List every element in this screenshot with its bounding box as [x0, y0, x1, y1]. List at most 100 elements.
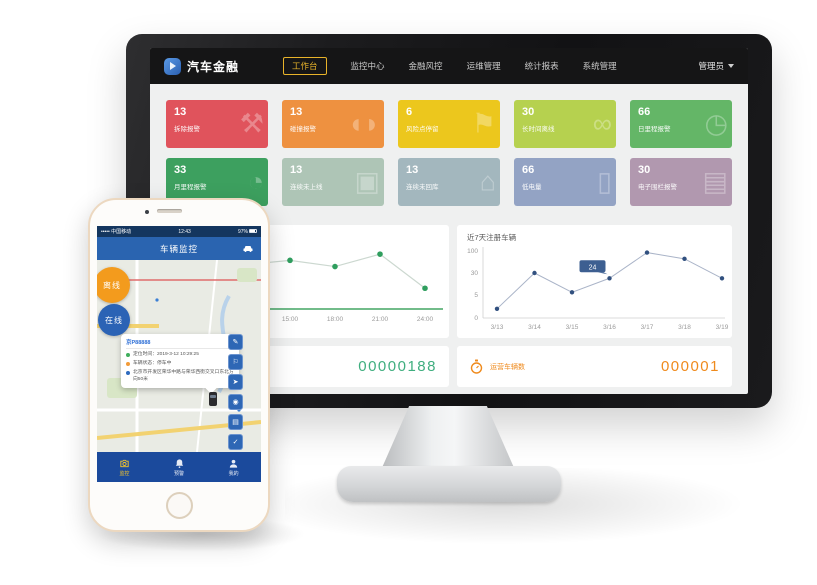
tile-label: 低电量 [522, 184, 542, 192]
nav-item-2[interactable]: 监控中心 [350, 61, 385, 71]
filter-offline-button[interactable]: 离线 [97, 267, 130, 303]
total-vehicles-value: 00000188 [358, 358, 437, 375]
week-registrations-card: 近7天注册车辆 0 5 30 100 3/13 3/14 3/15 3/16 3/17 3/18 3… [457, 225, 732, 338]
plate-number: 京P88888 [126, 340, 151, 346]
svg-text:0: 0 [474, 315, 478, 322]
tile-label: 月里程报警 [174, 184, 207, 192]
svg-text:21:00: 21:00 [372, 316, 389, 323]
navigate-icon[interactable]: ➤ [228, 374, 243, 390]
briefcase-icon: ▣ [354, 166, 380, 197]
chart-title: 近7天注册车辆 [467, 233, 517, 242]
odometer-icon: ◷ [704, 108, 728, 139]
stat-tile[interactable]: 13 拆除报警 ⚒ [166, 100, 268, 148]
speedometer-icon: ◔ [247, 166, 264, 197]
status-dot-icon [126, 370, 130, 375]
brand-logo[interactable]: 汽车金融 [164, 57, 240, 75]
tile-value: 66 [522, 164, 535, 176]
info-row: 北京市开发区荣华中路与荣华西街交叉口东北方向50米 [126, 370, 234, 382]
tab-预警[interactable]: 预警 [152, 452, 207, 482]
tile-label: 日里程报警 [638, 126, 671, 134]
tools-icon: ⚒ [239, 108, 264, 139]
info-row-text: 北京市开发区荣华中路与荣华西街交叉口东北方向50米 [133, 370, 234, 382]
tile-value: 13 [174, 106, 187, 118]
stat-tile[interactable]: 66 低电量 ▯ [514, 158, 616, 206]
dashboard-screen: 汽车金融 工作台 监控中心 金融风控 运维管理 统计报表 系统管理 管理员 13 拆除报警… [150, 48, 748, 394]
phone-screen: ••••• 中国移动 12:43 97% 车辆监控 [97, 226, 261, 482]
locate-icon[interactable]: ◉ [228, 394, 243, 410]
tile-label: 长时间离线 [522, 126, 555, 134]
svg-text:3/13: 3/13 [491, 324, 504, 331]
stat-tile[interactable]: 30 电子围栏报警 ▤ [630, 158, 732, 206]
svg-text:30: 30 [471, 270, 479, 277]
tile-value: 6 [406, 106, 413, 118]
main-menu: 工作台 监控中心 金融风控 运维管理 统计报表 系统管理 [283, 57, 617, 75]
stat-tile[interactable]: 6 风险点停留 ⚑ [398, 100, 500, 148]
user-menu[interactable]: 管理员 [698, 60, 734, 72]
svg-text:3/14: 3/14 [528, 324, 541, 331]
status-dot-icon [126, 361, 130, 366]
tile-label: 连续未回库 [406, 184, 439, 192]
vehicle-marker[interactable] [209, 392, 217, 406]
svg-text:3/15: 3/15 [566, 324, 579, 331]
clock: 12:43 [178, 228, 191, 235]
tile-label: 风险点停留 [406, 126, 439, 134]
battery-icon: ▯ [597, 166, 612, 197]
filter-online-button[interactable]: 在线 [98, 304, 130, 336]
tile-label: 电子围栏报警 [638, 184, 677, 192]
phone-navbar: 车辆监控 [97, 237, 261, 260]
desktop-monitor: 汽车金融 工作台 监控中心 金融风控 运维管理 统计报表 系统管理 管理员 13 拆除报警… [126, 34, 772, 408]
fence-map-icon: ▤ [702, 166, 728, 197]
fence-icon[interactable]: ⚐ [228, 354, 243, 370]
list-icon[interactable]: ▤ [228, 414, 243, 430]
stat-tile[interactable]: 66 日里程报警 ◷ [630, 100, 732, 148]
car-icon[interactable] [242, 243, 254, 255]
track-icon[interactable]: ✎ [228, 334, 243, 350]
bell-icon [175, 458, 183, 468]
brand-logo-icon [164, 57, 181, 75]
info-row-text: 车辆状态：停车中 [133, 361, 172, 367]
info-row-text: 定位时间：2019-3-12 10:29:25 [133, 352, 199, 357]
vehicle-info-window: 京P88888 ✕ 定位时间：2019-3-12 10:29:25 车辆状态：停… [121, 334, 239, 388]
tab-监控[interactable]: 监控 [97, 452, 152, 482]
map-pin-icon: ⚑ [471, 108, 496, 139]
front-camera [145, 210, 149, 214]
nav-item-5[interactable]: 统计报表 [524, 61, 559, 71]
stat-tile[interactable]: 30 长时间离线 ∞ [514, 100, 616, 148]
nav-item-4[interactable]: 运维管理 [466, 61, 501, 71]
monitor-stand-neck [381, 406, 515, 470]
tile-value: 30 [638, 164, 651, 176]
battery-icon [248, 229, 257, 234]
info-row: 定位时间：2019-3-12 10:29:25 [126, 352, 234, 358]
nav-item-6[interactable]: 系统管理 [582, 61, 617, 71]
svg-text:3/19: 3/19 [716, 324, 729, 331]
stat-tile[interactable]: 13 连续未回库 ⌂ [398, 158, 500, 206]
tile-value: 13 [290, 164, 303, 176]
svg-text:3/18: 3/18 [678, 324, 691, 331]
tile-value: 33 [174, 164, 187, 176]
confirm-icon[interactable]: ✓ [228, 434, 243, 450]
user-name: 管理员 [698, 61, 724, 71]
earpiece-speaker [157, 209, 182, 213]
stat-tile[interactable]: 13 碰撞报警 ◖◗ [282, 100, 384, 148]
tile-label: 拆除报警 [174, 126, 200, 134]
tile-value: 13 [406, 164, 419, 176]
tile-value: 13 [290, 106, 303, 118]
tab-我的[interactable]: 我的 [206, 452, 261, 482]
svg-text:100: 100 [467, 248, 478, 255]
svg-text:24: 24 [589, 264, 597, 271]
nav-item-3[interactable]: 金融风控 [408, 61, 443, 71]
operating-vehicles-value: 000001 [660, 358, 720, 375]
map-view[interactable]: 离线 在线 京P88888 ✕ 定位时间：2019-3-12 10:29:25 … [97, 260, 261, 452]
svg-text:5: 5 [474, 292, 478, 299]
camera-icon [120, 459, 129, 467]
house-icon: ⌂ [479, 166, 496, 197]
smartphone: ••••• 中国移动 12:43 97% 车辆监控 [88, 198, 270, 532]
brand-name: 汽车金融 [187, 59, 240, 74]
home-button[interactable] [166, 492, 193, 519]
nav-item-1[interactable]: 工作台 [283, 57, 327, 75]
status-dot-icon [126, 352, 130, 357]
info-row: 车辆状态：停车中 [126, 361, 234, 367]
counters-row: 00000188 运营车辆数 000001 [166, 346, 732, 387]
stat-tile[interactable]: 13 连续未上线 ▣ [282, 158, 384, 206]
